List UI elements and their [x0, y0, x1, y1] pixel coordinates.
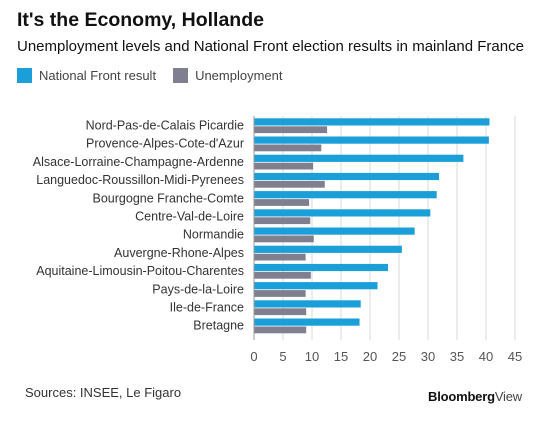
x-tick-label-20: 20	[363, 349, 377, 364]
bar-national-front-languedoc-roussillon-midi-pyrenees	[254, 172, 440, 181]
bar-national-front-alsace-lorraine-champagne-ardenne	[254, 154, 464, 162]
category-label-provence-alpes-cote-d-azur: Provence-Alpes-Cote-d'Azur	[86, 137, 244, 151]
category-label-pays-de-la-loire: Pays-de-la-Loire	[152, 282, 244, 296]
x-tick-label-35: 35	[450, 349, 464, 364]
bar-national-front-auvergne-rhone-alpes	[254, 245, 402, 253]
bar-unemployment-ile-de-france	[254, 308, 307, 316]
bar-national-front-ile-de-france	[254, 300, 361, 308]
legend-swatch-national-front	[17, 68, 32, 83]
bar-unemployment-languedoc-roussillon-midi-pyrenees	[254, 180, 325, 188]
bar-national-front-centre-val-de-loire	[254, 209, 431, 217]
source-note: Sources: INSEE, Le Figaro	[25, 385, 182, 400]
x-tick-label-45: 45	[508, 349, 522, 364]
bar-national-front-pays-de-la-loire	[254, 282, 378, 290]
x-tick-label-30: 30	[421, 349, 435, 364]
chart-subtitle: Unemployment levels and National Front e…	[17, 38, 524, 55]
category-label-languedoc-roussillon-midi-pyrenees: Languedoc-Roussillon-Midi-Pyrenees	[36, 173, 244, 187]
chart-title: It's the Economy, Hollande	[17, 9, 264, 31]
bar-unemployment-normandie	[254, 235, 314, 243]
bar-national-front-bourgogne-franche-comte	[254, 191, 437, 199]
brand-logo: BloombergView	[428, 389, 522, 404]
brand-logo-bold: Bloomberg	[428, 389, 495, 404]
bar-national-front-aquitaine-limousin-poitou-charentes	[254, 263, 388, 272]
bar-national-front-nord-pas-de-calais-picardie	[254, 118, 490, 126]
x-tick-label-15: 15	[334, 349, 348, 364]
bar-unemployment-pays-de-la-loire	[254, 290, 306, 297]
legend-label-unemployment: Unemployment	[195, 68, 283, 83]
category-label-auvergne-rhone-alpes: Auvergne-Rhone-Alpes	[114, 246, 244, 260]
category-label-aquitaine-limousin-poitou-charentes: Aquitaine-Limousin-Poitou-Charentes	[36, 264, 244, 278]
bar-unemployment-alsace-lorraine-champagne-ardenne	[254, 162, 314, 170]
category-label-normandie: Normandie	[183, 228, 244, 242]
category-label-nord-pas-de-calais-picardie: Nord-Pas-de-Calais Picardie	[86, 119, 244, 133]
bar-unemployment-centre-val-de-loire	[254, 217, 311, 225]
bar-unemployment-provence-alpes-cote-d-azur	[254, 144, 322, 152]
x-tick-label-10: 10	[305, 349, 319, 364]
legend-swatch-unemployment	[173, 68, 189, 83]
category-label-centre-val-de-loire: Centre-Val-de-Loire	[135, 210, 244, 224]
legend-item-unemployment: Unemployment	[173, 68, 283, 83]
legend-item-national-front: National Front result	[17, 68, 156, 83]
legend-label-national-front: National Front result	[39, 68, 157, 83]
bar-unemployment-aquitaine-limousin-poitou-charentes	[254, 271, 311, 279]
category-label-ile-de-france: Ile-de-France	[170, 301, 244, 315]
bar-national-front-provence-alpes-cote-d-azur	[254, 136, 489, 144]
bar-unemployment-bretagne	[254, 326, 307, 334]
bar-unemployment-bourgogne-franche-comte	[254, 199, 310, 206]
category-label-bourgogne-franche-comte: Bourgogne Franche-Comte	[93, 191, 245, 205]
category-label-bretagne: Bretagne	[193, 319, 244, 333]
brand-logo-light: View	[494, 389, 522, 404]
x-tick-label-0: 0	[250, 349, 257, 364]
x-tick-label-40: 40	[479, 349, 493, 364]
x-tick-label-5: 5	[279, 349, 286, 364]
bar-unemployment-nord-pas-de-calais-picardie	[254, 126, 328, 134]
bar-national-front-normandie	[254, 227, 415, 235]
bar-national-front-bretagne	[254, 318, 360, 326]
category-label-alsace-lorraine-champagne-ardenne: Alsace-Lorraine-Champagne-Ardenne	[33, 155, 244, 169]
bar-unemployment-auvergne-rhone-alpes	[254, 253, 306, 261]
x-tick-label-25: 25	[392, 349, 406, 364]
legend: National Front result Unemployment	[17, 68, 300, 83]
